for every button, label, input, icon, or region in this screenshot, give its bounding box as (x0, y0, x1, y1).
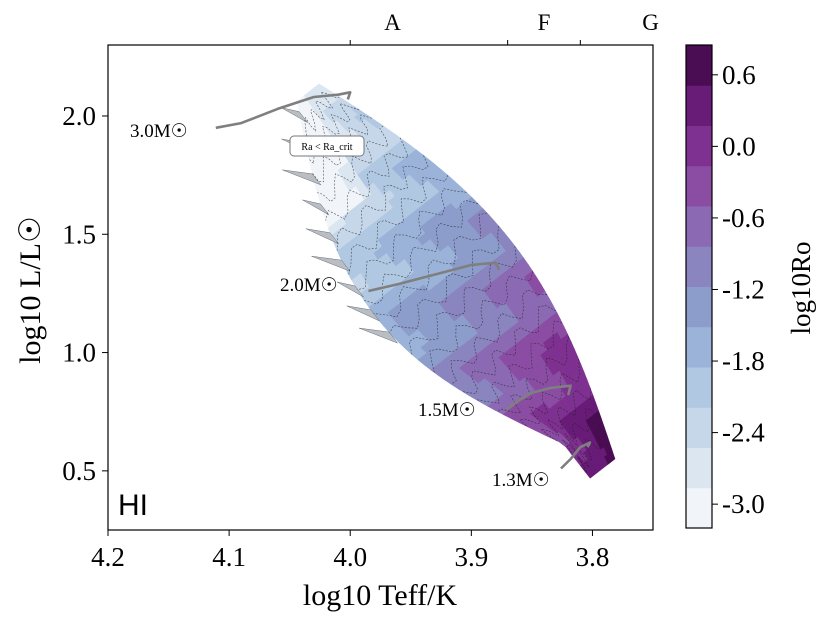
contour-line (389, 225, 500, 333)
colorbar-segment (686, 487, 712, 529)
contour-line (348, 175, 449, 275)
contour-line (561, 408, 601, 457)
annotation-ra-box: Ra < Ra_crit (289, 135, 365, 157)
colorbar-segment (686, 125, 712, 167)
colorbar-label: log10Ro (786, 241, 816, 334)
x-tick-label: 4.2 (91, 542, 125, 572)
colorbar-tick-label: -1.8 (722, 346, 765, 376)
colorbar-segment (686, 326, 712, 368)
ra-crit-spike (281, 107, 308, 123)
colorbar-frame (685, 44, 713, 529)
x-tick-label: 4.1 (212, 542, 246, 572)
heatmap-region (281, 83, 616, 479)
y-axis-label: log10 L/L☉ (14, 216, 47, 364)
y-tick-label: 2.0 (62, 101, 96, 131)
contour-line (429, 271, 533, 373)
x-axis-ticks: 4.2 4.1 4.0 3.9 3.8 (91, 530, 609, 572)
track-line (505, 384, 572, 411)
colorbar-tick-label: -2.4 (722, 418, 765, 448)
y-tick-label: 1.5 (62, 219, 96, 249)
x-tick-label: 4.0 (333, 542, 367, 572)
ra-crit-spike (282, 169, 322, 186)
contour-line (577, 425, 609, 474)
evolution-tracks (215, 91, 592, 470)
spectral-type-label: G (642, 10, 659, 35)
contour-line (462, 305, 557, 395)
colorbar-segment (686, 206, 712, 247)
contour-line (308, 102, 360, 165)
colorbar: 0.6 0.0 -0.6 -1.2 -1.8 -2.4 -3.0 (685, 44, 765, 529)
colorbar-tick-label: -1.2 (722, 274, 765, 304)
contour-line (518, 358, 580, 427)
contour-line (357, 188, 467, 290)
contour-line (364, 200, 479, 305)
ra-crit-spike (305, 228, 339, 245)
y-axis-ticks: 0.5 1.0 1.5 2.0 (62, 101, 108, 486)
colorbar-segment (686, 165, 712, 207)
ra-crit-spike (311, 255, 351, 272)
colorbar-tick-label: -0.6 (722, 203, 765, 233)
x-axis-label: log10 Teff/K (303, 579, 458, 612)
track-line (560, 441, 592, 470)
colorbar-segment (686, 45, 712, 86)
contour-line (450, 289, 547, 385)
contour-line (304, 91, 340, 143)
colorbar-segment (686, 367, 712, 408)
plot-frame (107, 44, 654, 531)
colorbar-tick-label: 0.6 (722, 60, 756, 90)
colorbar-tick-label: 0.0 (722, 131, 756, 161)
contour-lines (304, 91, 609, 474)
panel-label: HI (118, 489, 148, 522)
track-line (215, 91, 352, 130)
x-tick-label: 3.9 (454, 542, 488, 572)
ra-crit-spike (358, 327, 399, 344)
spectral-type-label: A (384, 10, 401, 35)
y-tick-label: 0.5 (62, 456, 96, 486)
y-tick-label: 1.0 (62, 338, 96, 368)
colorbar-tick-label: -3.0 (722, 489, 765, 519)
colorbar-segment (686, 407, 712, 448)
ra-crit-spike (302, 199, 330, 216)
contour-line (336, 155, 429, 251)
ra-crit-spike (346, 305, 380, 322)
mass-label: 1.3M☉ (492, 470, 550, 491)
x-tick-label: 3.8 (576, 542, 610, 572)
mass-label: 3.0M☉ (130, 121, 188, 142)
contour-line (325, 137, 409, 221)
contour-line (373, 212, 487, 318)
mass-label: 1.5M☉ (418, 400, 476, 421)
colorbar-segment (686, 85, 712, 126)
annotation-text: Ra < Ra_crit (301, 142, 352, 153)
ra-crit-spike (336, 281, 364, 298)
mass-labels: 3.0M☉ 2.0M☉ 1.5M☉ 1.3M☉ (130, 121, 550, 491)
contour-line (497, 336, 569, 414)
colorbar-segment (686, 447, 712, 489)
colorbar-segment (686, 286, 712, 328)
mass-label: 2.0M☉ (280, 275, 338, 296)
spectral-type-label: F (538, 10, 551, 35)
track-line (368, 261, 501, 293)
contour-line (541, 388, 591, 442)
colorbar-segment (686, 246, 712, 287)
contour-line (476, 320, 563, 404)
